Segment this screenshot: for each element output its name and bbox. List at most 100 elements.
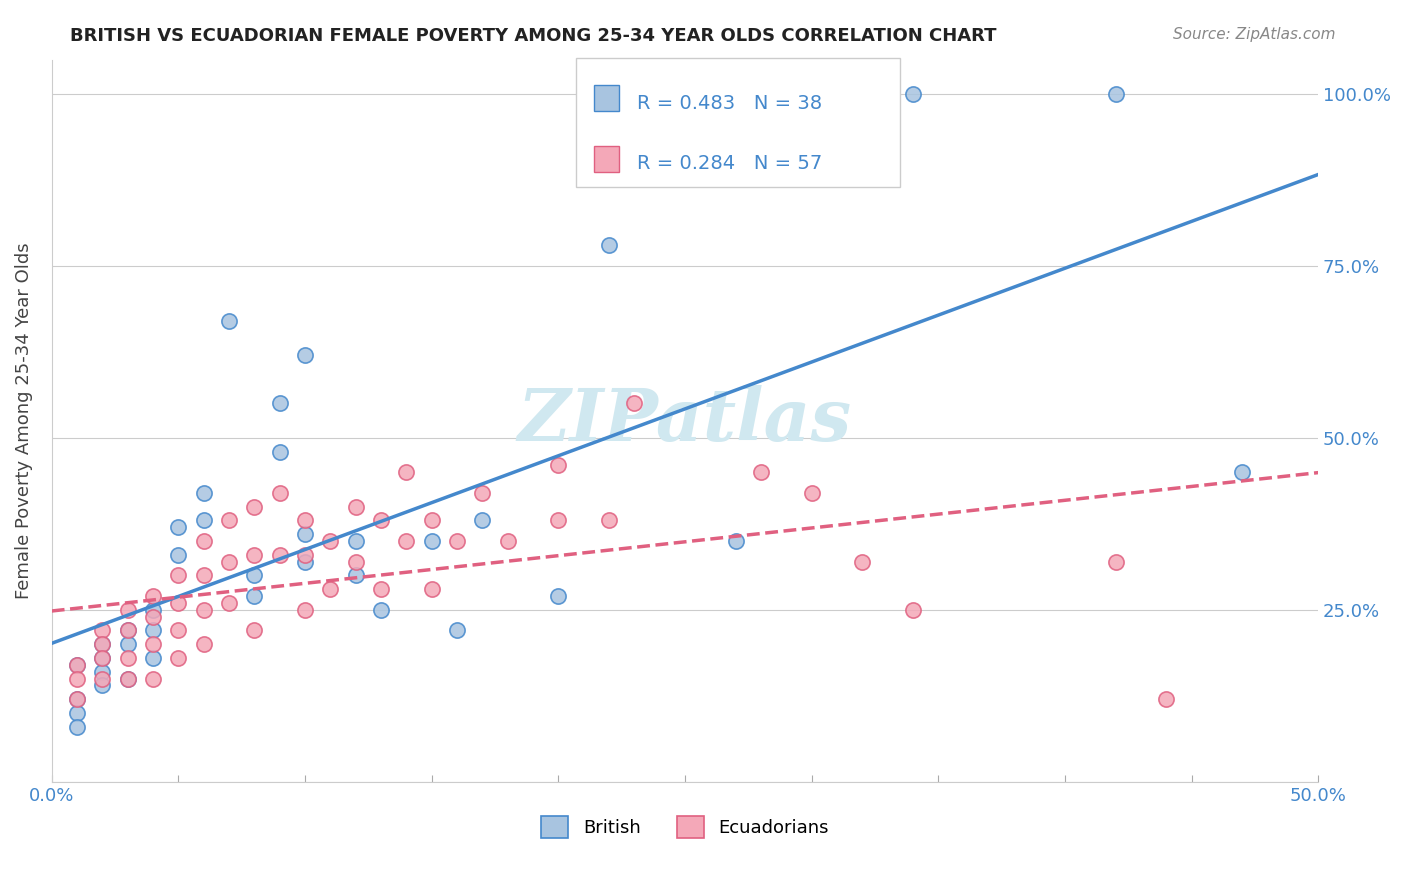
Point [66,657,89,672]
Point [598,513,620,527]
Text: R = 0.284   N = 57: R = 0.284 N = 57 [637,154,823,173]
Point [901,87,924,101]
Point [294,555,316,569]
Text: ZIPatlas: ZIPatlas [517,385,852,456]
Point [547,458,569,473]
Point [193,486,215,500]
Point [142,672,165,686]
Point [395,465,418,479]
Point [294,513,316,527]
Point [749,465,772,479]
Point [91,651,114,665]
Point [218,596,240,610]
Point [294,548,316,562]
Point [66,672,89,686]
Point [598,238,620,252]
Point [117,603,139,617]
Point [142,624,165,638]
Point [167,624,190,638]
Text: R = 0.483   N = 38: R = 0.483 N = 38 [637,94,823,112]
Point [243,568,266,582]
Point [269,486,291,500]
Point [344,555,367,569]
Point [218,314,240,328]
Point [496,533,519,548]
Point [420,582,443,596]
Point [851,555,873,569]
Point [471,486,494,500]
Point [91,637,114,651]
Point [344,568,367,582]
Point [547,513,569,527]
Point [344,500,367,514]
Point [1154,692,1177,706]
Point [91,665,114,679]
Point [91,678,114,692]
Point [1104,555,1126,569]
Point [446,533,468,548]
Point [901,603,924,617]
Point [66,706,89,720]
Point [1230,465,1253,479]
Point [294,603,316,617]
Point [142,651,165,665]
Point [319,533,342,548]
Point [117,672,139,686]
Point [193,603,215,617]
Point [623,396,645,410]
Point [167,520,190,534]
Point [117,624,139,638]
Legend: British, Ecuadorians: British, Ecuadorians [534,808,837,845]
Point [142,637,165,651]
Point [117,672,139,686]
Point [167,548,190,562]
Point [420,513,443,527]
Point [547,589,569,603]
Point [142,603,165,617]
Point [167,651,190,665]
Point [66,720,89,734]
Point [167,568,190,582]
Text: BRITISH VS ECUADORIAN FEMALE POVERTY AMONG 25-34 YEAR OLDS CORRELATION CHART: BRITISH VS ECUADORIAN FEMALE POVERTY AMO… [70,27,997,45]
Point [117,651,139,665]
Point [269,548,291,562]
Point [66,657,89,672]
Point [471,513,494,527]
Point [294,348,316,362]
Point [66,692,89,706]
Y-axis label: Female Poverty Among 25-34 Year Olds: Female Poverty Among 25-34 Year Olds [15,243,32,599]
Point [420,533,443,548]
Point [344,533,367,548]
Point [91,651,114,665]
Point [91,624,114,638]
Point [91,637,114,651]
Point [243,548,266,562]
Point [370,582,392,596]
Point [243,589,266,603]
Point [91,672,114,686]
Point [370,513,392,527]
Point [1104,87,1126,101]
Point [218,513,240,527]
Point [193,513,215,527]
Point [117,637,139,651]
Point [218,555,240,569]
Point [319,582,342,596]
Point [294,527,316,541]
Point [269,396,291,410]
Point [66,692,89,706]
Point [446,624,468,638]
Point [269,444,291,458]
Point [117,624,139,638]
Point [724,533,747,548]
Point [142,609,165,624]
Point [800,486,823,500]
Point [193,533,215,548]
Point [193,568,215,582]
Point [243,624,266,638]
Point [395,533,418,548]
Point [167,596,190,610]
Text: Source: ZipAtlas.com: Source: ZipAtlas.com [1173,27,1336,42]
Point [142,589,165,603]
Point [243,500,266,514]
